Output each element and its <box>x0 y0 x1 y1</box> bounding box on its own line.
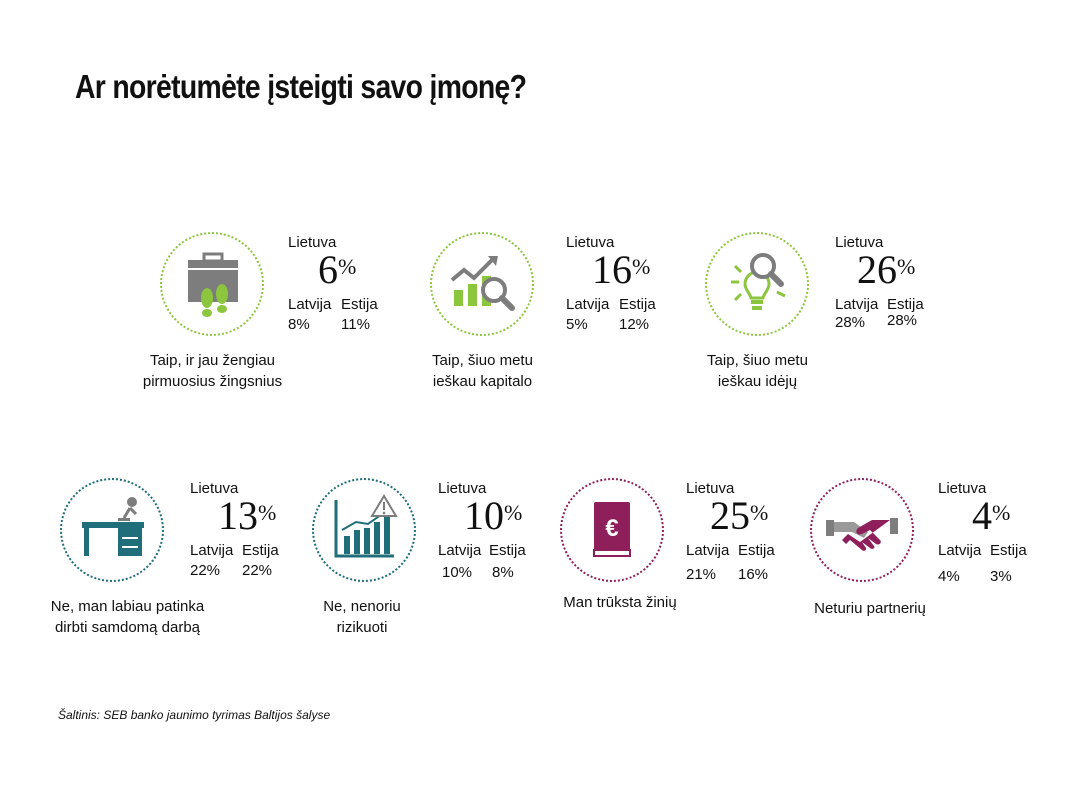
label-estija: Estija <box>341 296 378 313</box>
value-estija: 22% <box>242 562 273 579</box>
item-no-risk: Lietuva 10% Latvija Estija 10% 8% Ne, ne… <box>312 478 542 648</box>
item-seeking-capital: Lietuva 16% Latvija Estija 5% 12% Taip, … <box>430 232 660 402</box>
value-latvija: 5% <box>566 316 588 333</box>
value-latvija: 8% <box>288 316 310 333</box>
label-latvija: Latvija <box>288 296 332 313</box>
value-latvija: 10% <box>442 564 473 581</box>
caption: Ne, nenoriu rizikuoti <box>323 598 401 636</box>
caption: Taip, šiuo metu ieškau idėjų <box>707 352 808 390</box>
value-lietuva: 13% <box>218 493 277 538</box>
source-note: Šaltinis: SEB banko jaunimo tyrimas Balt… <box>58 708 331 722</box>
euro-book-icon: € <box>593 502 631 557</box>
label-latvija: Latvija <box>190 542 234 559</box>
value-estija: 8% <box>492 564 514 581</box>
label-lietuva: Lietuva <box>566 234 615 251</box>
label-lietuva: Lietuva <box>438 480 487 497</box>
icon-circle <box>160 232 264 336</box>
caption: Neturiu partnerių <box>814 600 926 617</box>
icon-circle <box>810 478 914 582</box>
page-title: Ar norėtumėte įsteigti savo įmonę? <box>75 68 527 105</box>
caption: Man trūksta žinių <box>563 594 677 611</box>
briefcase-footsteps-icon <box>188 252 238 317</box>
icon-circle <box>705 232 809 336</box>
risk-chart-icon <box>334 494 398 558</box>
value-estija: 12% <box>619 316 650 333</box>
label-estija: Estija <box>738 542 775 559</box>
label-lietuva: Lietuva <box>835 234 884 251</box>
label-latvija: Latvija <box>686 542 730 559</box>
value-lietuva: 4% <box>972 493 1011 538</box>
icon-circle <box>312 478 416 582</box>
caption: Taip, šiuo metu ieškau kapitalo <box>432 352 533 390</box>
value-latvija: 28% <box>835 314 866 331</box>
label-latvija: Latvija <box>566 296 610 313</box>
label-latvija: Latvija <box>938 542 982 559</box>
item-seeking-ideas: Lietuva 26% Latvija Estija 28% 28% Taip,… <box>705 232 935 402</box>
caption: Ne, man labiau patinka dirbti samdomą dar… <box>50 598 205 636</box>
value-lietuva: 25% <box>710 493 769 538</box>
label-estija: Estija <box>887 296 924 313</box>
icon-circle <box>60 478 164 582</box>
value-lietuva: 16% <box>592 247 651 292</box>
item-prefer-employment: Lietuva 13% Latvija Estija 22% 22% Ne, m… <box>51 478 290 648</box>
office-desk-icon <box>82 497 144 556</box>
item-first-steps: Lietuva 6% Latvija Estija 8% 11% Taip, i… <box>143 232 390 402</box>
label-latvija: Latvija <box>835 296 879 313</box>
lightbulb-magnifier-icon <box>731 253 786 310</box>
label-estija: Estija <box>242 542 279 559</box>
value-lietuva: 10% <box>464 493 523 538</box>
label-lietuva: Lietuva <box>686 480 735 497</box>
svg-text:€: € <box>605 515 618 542</box>
value-estija: 11% <box>341 316 370 333</box>
label-estija: Estija <box>990 542 1027 559</box>
value-estija: 3% <box>990 568 1012 585</box>
label-estija: Estija <box>489 542 526 559</box>
label-estija: Estija <box>619 296 656 313</box>
caption: Taip, ir jau žengiau pirmuosius žingsnius <box>142 352 283 390</box>
value-latvija: 22% <box>190 562 221 579</box>
value-latvija: 21% <box>686 566 717 583</box>
label-lietuva: Lietuva <box>288 234 337 251</box>
value-latvija: 4% <box>938 568 960 585</box>
value-estija: 28% <box>887 312 918 329</box>
item-lack-knowledge: € Lietuva 25% Latvija Estija 21% 16% Man… <box>560 478 790 648</box>
label-lietuva: Lietuva <box>938 480 987 497</box>
handshake-icon <box>826 518 898 551</box>
growth-chart-magnifier-icon <box>450 256 515 311</box>
item-no-partners: Lietuva 4% Latvija Estija 4% 3% Neturiu … <box>810 478 1040 648</box>
value-lietuva: 26% <box>857 247 916 292</box>
value-estija: 16% <box>738 566 769 583</box>
icon-circle <box>430 232 534 336</box>
value-lietuva: 6% <box>318 247 357 292</box>
label-latvija: Latvija <box>438 542 482 559</box>
label-lietuva: Lietuva <box>190 480 239 497</box>
icon-circle: € <box>560 478 664 582</box>
